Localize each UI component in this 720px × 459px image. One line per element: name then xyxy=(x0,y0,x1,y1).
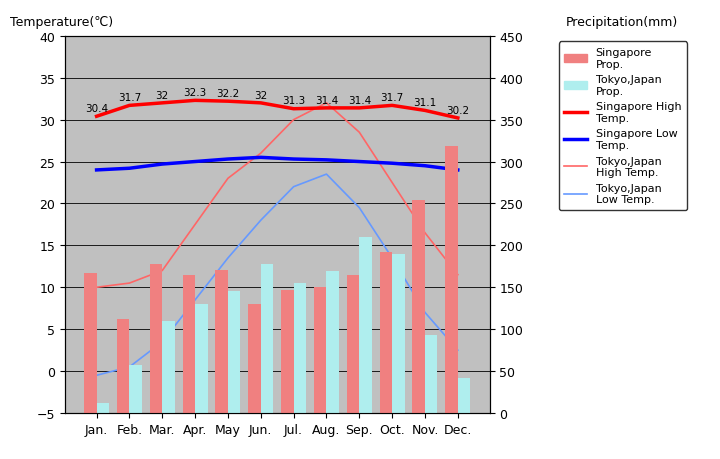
Text: 32.3: 32.3 xyxy=(184,88,207,98)
Bar xyxy=(150,264,162,413)
Bar xyxy=(130,365,142,413)
Singapore Low
Temp. xyxy=(92,168,101,174)
Tokyo,Japan
Low Temp. xyxy=(256,218,265,224)
Bar xyxy=(183,275,195,413)
Bar xyxy=(359,237,372,413)
Bar xyxy=(347,275,359,413)
Tokyo,Japan
High Temp. xyxy=(454,272,462,278)
Bar xyxy=(281,290,294,413)
Tokyo,Japan
Low Temp. xyxy=(224,256,233,261)
Text: 31.1: 31.1 xyxy=(413,98,436,108)
Text: 31.4: 31.4 xyxy=(315,95,338,105)
Tokyo,Japan
Low Temp. xyxy=(420,310,429,315)
Singapore Low
Temp. xyxy=(224,157,233,162)
Tokyo,Japan
High Temp. xyxy=(256,151,265,157)
Tokyo,Japan
Low Temp. xyxy=(158,339,166,345)
Bar xyxy=(294,284,306,413)
Singapore Low
Temp. xyxy=(289,157,298,162)
Bar xyxy=(96,403,109,413)
Bar xyxy=(248,304,261,413)
Text: 31.7: 31.7 xyxy=(380,93,404,103)
Text: 32.2: 32.2 xyxy=(216,89,240,99)
Text: 31.7: 31.7 xyxy=(118,93,141,103)
Bar xyxy=(261,264,274,413)
Singapore High
Temp. xyxy=(158,101,166,106)
Tokyo,Japan
High Temp. xyxy=(191,222,199,228)
Bar xyxy=(413,201,425,413)
Singapore High
Temp. xyxy=(256,101,265,106)
Singapore High
Temp. xyxy=(355,106,364,112)
Bar xyxy=(215,270,228,413)
Tokyo,Japan
High Temp. xyxy=(224,176,233,182)
Tokyo,Japan
Low Temp. xyxy=(289,185,298,190)
Tokyo,Japan
High Temp. xyxy=(92,285,101,291)
Singapore High
Temp. xyxy=(224,99,233,105)
Bar xyxy=(195,304,207,413)
Tokyo,Japan
Low Temp. xyxy=(454,347,462,353)
Singapore High
Temp. xyxy=(388,103,397,109)
Singapore Low
Temp. xyxy=(355,159,364,165)
Bar xyxy=(84,274,96,413)
Tokyo,Japan
Low Temp. xyxy=(191,297,199,303)
Text: 31.3: 31.3 xyxy=(282,96,305,106)
Text: Precipitation(mm): Precipitation(mm) xyxy=(566,16,678,29)
Line: Tokyo,Japan
Low Temp.: Tokyo,Japan Low Temp. xyxy=(96,175,458,375)
Line: Singapore Low
Temp.: Singapore Low Temp. xyxy=(96,158,458,171)
Singapore Low
Temp. xyxy=(158,162,166,168)
Text: 30.2: 30.2 xyxy=(446,106,469,115)
Tokyo,Japan
High Temp. xyxy=(420,230,429,236)
Tokyo,Japan
High Temp. xyxy=(289,118,298,123)
Singapore High
Temp. xyxy=(92,114,101,120)
Bar xyxy=(458,378,470,413)
Bar xyxy=(379,252,392,413)
Singapore High
Temp. xyxy=(420,108,429,114)
Singapore High
Temp. xyxy=(289,107,298,112)
Singapore Low
Temp. xyxy=(388,161,397,167)
Bar xyxy=(228,292,240,413)
Tokyo,Japan
Low Temp. xyxy=(322,172,330,178)
Line: Singapore High
Temp.: Singapore High Temp. xyxy=(96,101,458,119)
Singapore Low
Temp. xyxy=(125,166,134,172)
Singapore Low
Temp. xyxy=(454,168,462,174)
Bar xyxy=(392,254,405,413)
Text: Temperature(℃): Temperature(℃) xyxy=(9,16,113,29)
Bar xyxy=(314,288,326,413)
Text: 30.4: 30.4 xyxy=(85,104,108,114)
Singapore Low
Temp. xyxy=(322,158,330,163)
Tokyo,Japan
High Temp. xyxy=(158,268,166,274)
Bar xyxy=(326,271,339,413)
Tokyo,Japan
Low Temp. xyxy=(92,373,101,378)
Bar xyxy=(162,321,175,413)
Tokyo,Japan
High Temp. xyxy=(125,281,134,286)
Text: 31.4: 31.4 xyxy=(348,95,371,105)
Text: 32: 32 xyxy=(254,90,267,100)
Tokyo,Japan
Low Temp. xyxy=(355,206,364,211)
Singapore High
Temp. xyxy=(191,98,199,104)
Bar xyxy=(117,319,130,413)
Singapore Low
Temp. xyxy=(191,159,199,165)
Tokyo,Japan
Low Temp. xyxy=(125,364,134,370)
Tokyo,Japan
High Temp. xyxy=(388,180,397,186)
Singapore Low
Temp. xyxy=(256,155,265,161)
Singapore High
Temp. xyxy=(125,103,134,109)
Tokyo,Japan
High Temp. xyxy=(322,101,330,106)
Text: 32: 32 xyxy=(156,90,169,100)
Singapore High
Temp. xyxy=(454,116,462,122)
Tokyo,Japan
Low Temp. xyxy=(388,256,397,261)
Line: Tokyo,Japan
High Temp.: Tokyo,Japan High Temp. xyxy=(96,104,458,288)
Tokyo,Japan
High Temp. xyxy=(355,130,364,136)
Singapore High
Temp. xyxy=(322,106,330,112)
Singapore Low
Temp. xyxy=(420,163,429,169)
Bar xyxy=(446,147,458,413)
Legend: Singapore
Prop., Tokyo,Japan
Prop., Singapore High
Temp., Singapore Low
Temp., T: Singapore Prop., Tokyo,Japan Prop., Sing… xyxy=(559,42,687,210)
Bar xyxy=(425,336,438,413)
